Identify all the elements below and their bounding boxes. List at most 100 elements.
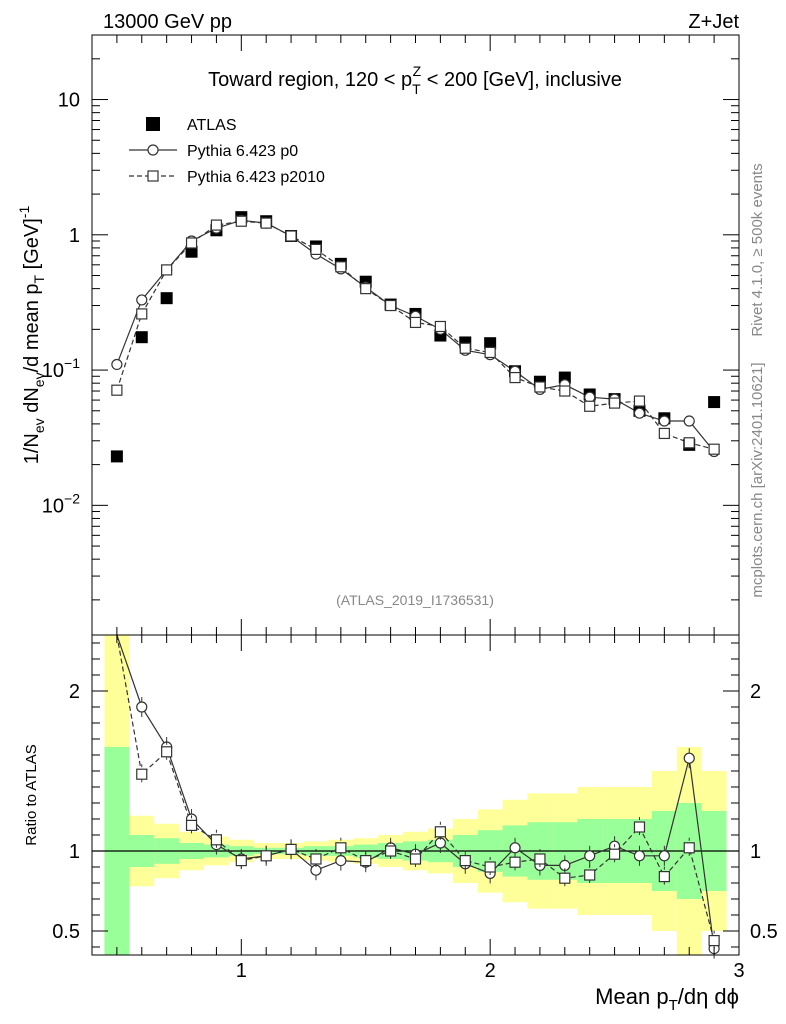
ratio-p2010-point bbox=[360, 854, 372, 867]
pythia-p2010-point bbox=[235, 215, 247, 227]
rivet-label: Rivet 4.1.0, ≥ 500k events bbox=[749, 163, 766, 336]
plot-title: Toward region, 120 < pTZ < 200 [GeV], in… bbox=[208, 63, 622, 97]
mcplots-label: mcplots.cern.ch [arXiv:2401.10621] bbox=[749, 362, 766, 597]
main-plot-panel: 10−2 10−1 1 10 Toward region, 120 < pTZ < 2… bbox=[16, 34, 740, 636]
ratio-p2010-point bbox=[434, 826, 446, 838]
pythia-p2010-point bbox=[385, 299, 397, 312]
y-tick-label: 10−2 bbox=[42, 490, 80, 517]
main-y-axis-label: 1/Nev dNev/d mean pT [GeV]-1 bbox=[16, 206, 47, 465]
ratio-p2010-point bbox=[285, 843, 297, 856]
legend-marker-p2010 bbox=[147, 170, 159, 182]
ratio-y-tick-label-left: 0.5 bbox=[52, 921, 80, 943]
atlas-point bbox=[484, 337, 497, 350]
y-tick-label: 10 bbox=[58, 90, 80, 112]
legend-marker-p0 bbox=[147, 144, 159, 156]
ratio-p2010-point bbox=[136, 768, 148, 780]
ratio-p0-point bbox=[633, 850, 646, 862]
x-axis-label: Mean pT/dη dϕ bbox=[595, 984, 739, 1014]
ratio-p0-point bbox=[658, 850, 670, 862]
ratio-series bbox=[116, 634, 720, 959]
pythia-p2010-point bbox=[409, 316, 422, 329]
ratio-p0-point bbox=[584, 850, 596, 862]
pythia-p2010-point bbox=[708, 443, 720, 455]
energy-label: 13000 GeV pp bbox=[103, 11, 232, 33]
main-series bbox=[110, 211, 721, 463]
ratio-y-tick-label-left: 1 bbox=[69, 841, 80, 863]
analysis-label: (ATLAS_2019_I1736531) bbox=[336, 592, 494, 608]
ratio-p2010-point bbox=[708, 934, 720, 947]
pythia-p2010-point bbox=[484, 346, 496, 359]
ratio-p2010-point bbox=[584, 869, 596, 881]
y-tick-label: 1 bbox=[69, 225, 80, 247]
ratio-y-tick-label-right: 0.5 bbox=[750, 921, 778, 943]
ratio-p2010-point bbox=[484, 861, 496, 873]
ratio-p0-point bbox=[683, 752, 695, 764]
legend-marker-atlas bbox=[146, 117, 160, 131]
pythia-p2010-point bbox=[360, 283, 372, 295]
ratio-uncertainty-bands bbox=[104, 635, 727, 955]
ratio-p2010-point bbox=[335, 842, 347, 854]
pythia-p0-point bbox=[683, 415, 695, 427]
pythia-p2010-point bbox=[633, 395, 646, 407]
ratio-p2010-point bbox=[409, 853, 422, 865]
ratio-p2010-point bbox=[459, 854, 471, 867]
x-tick-label: 1 bbox=[236, 960, 247, 982]
ratio-p2010-point bbox=[559, 872, 571, 884]
pythia-p2010-point bbox=[534, 381, 546, 393]
ratio-p2010-point bbox=[385, 845, 397, 857]
ratio-p2010-point bbox=[161, 746, 173, 758]
atlas-point bbox=[135, 331, 148, 344]
pythia-p2010-line bbox=[116, 220, 715, 450]
ratio-p0-point bbox=[136, 701, 148, 713]
ratio-p2010-point bbox=[534, 853, 546, 865]
pythia-p2010-point bbox=[608, 397, 621, 409]
atlas-point bbox=[160, 292, 173, 305]
ratio-y-tick-label-right: 1 bbox=[750, 841, 761, 863]
ratio-y-axis-label: Ratio to ATLAS bbox=[23, 744, 40, 845]
pythia-p2010-point bbox=[111, 384, 123, 396]
pythia-p2010-point bbox=[434, 320, 446, 333]
ratio-plot-panel: 0.5 0.5 1 1 2 2 1 2 3 Ratio to ATLAS Mean pT/dη … bbox=[23, 634, 778, 1014]
pythia-p2010-point bbox=[136, 308, 148, 320]
ratio-p2010-point bbox=[658, 870, 670, 883]
x-tick-label: 2 bbox=[485, 960, 496, 982]
process-label: Z+Jet bbox=[688, 11, 739, 33]
ratio-p0-point bbox=[335, 854, 347, 867]
pythia-p2010-point bbox=[459, 342, 471, 354]
atlas-point bbox=[185, 245, 198, 258]
atlas-point bbox=[708, 396, 721, 409]
ratio-p2010-point bbox=[185, 819, 198, 832]
ratio-p2010-point bbox=[608, 848, 621, 860]
pythia-p2010-point bbox=[658, 427, 670, 440]
pythia-p0-point bbox=[633, 407, 646, 419]
main-ticks: 10−2 10−1 1 10 bbox=[42, 34, 740, 635]
pythia-p2010-point bbox=[210, 219, 223, 231]
pythia-p2010-point bbox=[559, 385, 571, 397]
pythia-p2010-point bbox=[335, 261, 347, 273]
pythia-p2010-point bbox=[260, 217, 272, 229]
ratio-p2010-point bbox=[633, 821, 646, 833]
ratio-p2010-point bbox=[683, 842, 695, 854]
legend: ATLAS Pythia 6.423 p0 Pythia 6.423 p2010 bbox=[129, 117, 325, 186]
pythia-p2010-point bbox=[161, 264, 173, 276]
pythia-p0-point bbox=[658, 415, 670, 427]
pythia-p0-line bbox=[116, 219, 715, 452]
legend-label-p0: Pythia 6.423 p0 bbox=[187, 143, 298, 160]
pythia-p2010-point bbox=[185, 237, 198, 249]
ratio-p2010-point bbox=[509, 856, 521, 868]
pythia-p2010-point bbox=[683, 437, 695, 449]
ratio-p0-point bbox=[509, 842, 521, 854]
ratio-p2010-point bbox=[260, 850, 272, 862]
x-tick-label: 3 bbox=[733, 960, 744, 982]
ratio-y-tick-label-right: 2 bbox=[750, 681, 761, 703]
y-tick-label: 10−1 bbox=[42, 355, 80, 382]
ratio-p2010-point bbox=[235, 854, 247, 867]
pythia-p0-point bbox=[111, 358, 123, 371]
ratio-p2010-point bbox=[210, 834, 223, 846]
pythia-p0-point bbox=[136, 294, 148, 306]
pythia-p2010-point bbox=[509, 371, 521, 384]
pythia-p2010-point bbox=[285, 230, 297, 242]
ratio-p2010-point bbox=[310, 853, 322, 865]
atlas-point bbox=[110, 450, 123, 463]
